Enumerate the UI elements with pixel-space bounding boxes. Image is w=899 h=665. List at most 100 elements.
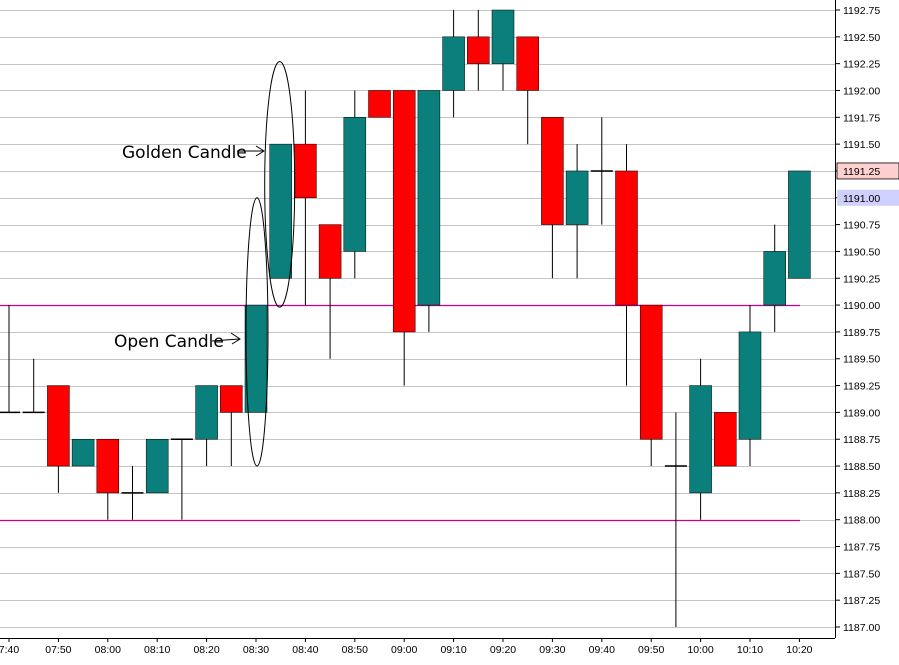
price-box xyxy=(836,162,899,180)
candle-body xyxy=(269,143,292,279)
y-tick-label: 1191.50 xyxy=(843,139,880,151)
golden-candle-ellipse xyxy=(264,61,296,308)
candle-body xyxy=(788,170,811,279)
candle-body xyxy=(318,224,342,279)
candle xyxy=(763,224,786,332)
candle xyxy=(269,143,292,279)
y-tick-label: 1188.00 xyxy=(843,515,880,527)
candle-body xyxy=(244,304,268,413)
y-tick-label: 1187.00 xyxy=(843,622,880,634)
candle-body xyxy=(714,412,737,467)
candle xyxy=(467,10,490,91)
candle xyxy=(714,412,737,467)
candle-body xyxy=(491,9,515,64)
candle xyxy=(318,224,342,359)
y-tick-label: 1190.75 xyxy=(843,220,880,232)
candle xyxy=(0,305,20,414)
y-tick-label: 1191.75 xyxy=(843,112,880,124)
candle xyxy=(368,90,391,118)
candle xyxy=(738,305,762,467)
y-tick-label: 1192.00 xyxy=(843,85,880,97)
x-tick-label: 10:00 xyxy=(687,644,713,656)
price-box xyxy=(837,189,899,206)
open-candle-arrow xyxy=(211,332,241,345)
candle-body xyxy=(417,90,441,306)
candle xyxy=(145,438,169,494)
candles xyxy=(0,9,811,627)
candle-body xyxy=(738,331,762,440)
y-tick-label: 1189.25 xyxy=(843,381,880,393)
candle-body xyxy=(145,438,169,494)
candle-body xyxy=(639,304,663,440)
candle xyxy=(615,144,638,386)
x-tick-label: 7:40 xyxy=(0,644,19,656)
golden-candle-label: Golden Candle xyxy=(122,143,247,163)
candle xyxy=(664,412,687,627)
x-tick-label: 09:20 xyxy=(490,644,516,656)
x-tick-label: 08:30 xyxy=(243,644,269,656)
plot-area xyxy=(0,0,835,638)
x-axis: 7:40 07:50 08:00 08:10 08:20 08:30 08:40 08:50 0… xyxy=(0,638,813,656)
candle xyxy=(220,385,243,467)
price-box-label: 1191.25 xyxy=(843,166,880,178)
y-tick-label: 1188.25 xyxy=(843,488,880,500)
candle-body xyxy=(442,36,465,91)
candle xyxy=(565,144,589,279)
x-tick-label: 08:50 xyxy=(342,644,368,656)
y-tick-label: 1187.25 xyxy=(843,595,880,607)
candle xyxy=(442,10,465,118)
x-tick-label: 07:50 xyxy=(45,644,71,656)
candle-body xyxy=(689,385,712,494)
candle xyxy=(195,385,218,467)
y-tick-label: 1188.75 xyxy=(843,434,880,446)
x-tick-label: 09:00 xyxy=(391,644,417,656)
candle-body xyxy=(392,90,416,333)
open-candle-label: Open Candle xyxy=(114,332,224,352)
y-tick-label: 1189.75 xyxy=(843,327,880,339)
candle-body xyxy=(467,36,490,64)
price-box-label: 1191.00 xyxy=(843,193,880,205)
candle xyxy=(639,304,663,467)
candle-body xyxy=(565,170,589,225)
candle-body xyxy=(47,385,70,467)
y-tick-label: 1190.00 xyxy=(843,300,880,312)
candle xyxy=(22,358,45,414)
candle xyxy=(121,466,144,520)
x-tick-label: 08:40 xyxy=(292,644,318,656)
candle-body xyxy=(516,36,539,91)
x-tick-label: 09:50 xyxy=(638,644,664,656)
candle xyxy=(491,9,515,91)
x-tick-label: 09:40 xyxy=(589,644,615,656)
candle-body xyxy=(71,438,95,467)
candle xyxy=(170,438,193,520)
candle-body xyxy=(368,90,391,118)
candle xyxy=(71,438,95,467)
open-candle-ellipse xyxy=(245,197,269,467)
y-tick-label: 1190.50 xyxy=(843,246,880,258)
candle-body xyxy=(615,170,638,306)
candle-body xyxy=(294,143,317,199)
candle-body xyxy=(541,117,564,225)
candle xyxy=(392,90,416,386)
y-tick-label: 1190.25 xyxy=(843,273,880,285)
candle-body xyxy=(195,385,218,440)
x-tick-label: 08:00 xyxy=(95,644,121,656)
x-tick-label: 10:10 xyxy=(737,644,763,656)
x-tick-label: 10:20 xyxy=(786,644,812,656)
x-tick-label: 09:10 xyxy=(440,644,466,656)
y-tick-label: 1192.50 xyxy=(843,32,880,44)
candle xyxy=(47,385,70,493)
y-tick-label: 1189.50 xyxy=(843,354,880,366)
candle xyxy=(516,36,539,145)
golden-candle-arrow xyxy=(237,145,265,157)
annotations: Golden Candle Open Candle xyxy=(114,61,296,467)
candle xyxy=(417,90,441,332)
y-axis: 1192.75 1192.50 1192.25 1192.00 1191.75 1191.… xyxy=(835,5,899,634)
y-tick-label: 1188.50 xyxy=(843,461,880,473)
y-tick-label: 1187.75 xyxy=(843,542,880,554)
y-tick-label: 1187.50 xyxy=(843,568,880,580)
candle xyxy=(541,117,564,279)
candle-body xyxy=(343,117,367,252)
